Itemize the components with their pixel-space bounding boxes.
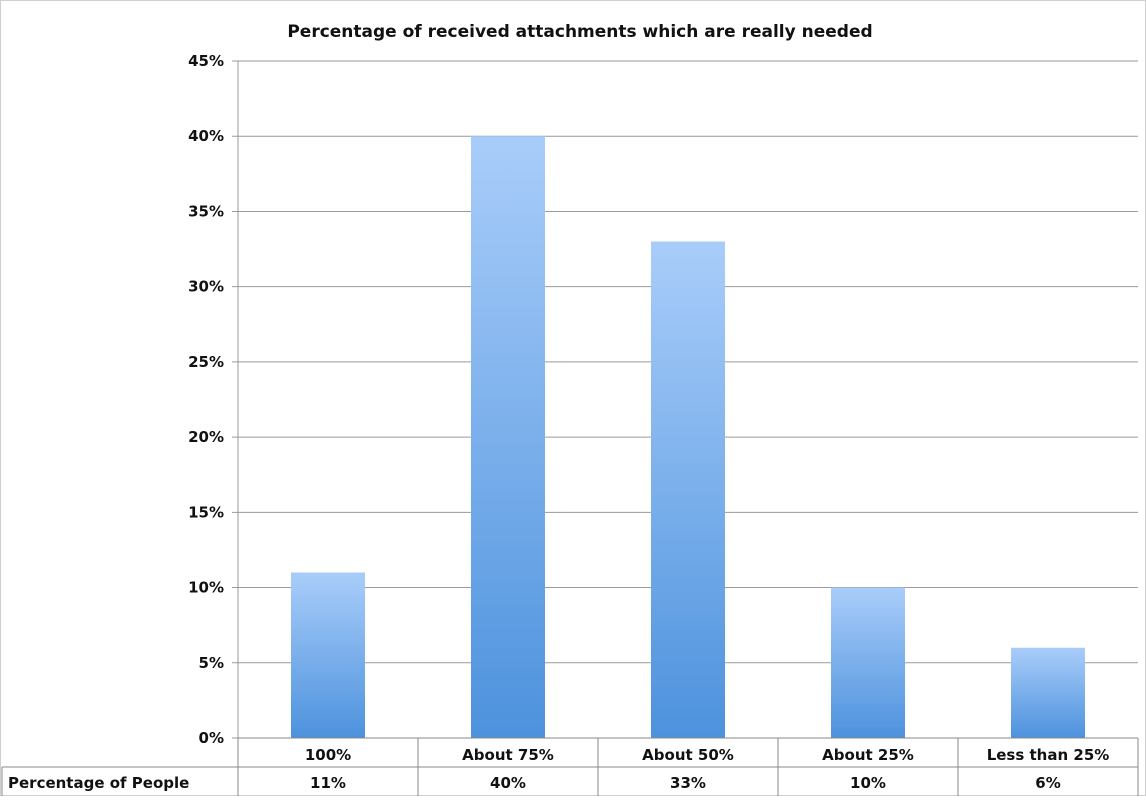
y-tick-label: 0% xyxy=(199,729,224,747)
x-category-label: Less than 25% xyxy=(987,746,1110,764)
y-tick-label: 15% xyxy=(188,503,224,521)
y-tick-label: 20% xyxy=(188,428,224,446)
y-tick-label: 5% xyxy=(199,654,224,672)
y-axis-tick-labels: 0% 5% 10% 15% 20% 25% 30% 35% 40% 45% xyxy=(188,52,224,747)
y-tick-label: 30% xyxy=(188,278,224,296)
x-category-label: About 25% xyxy=(822,746,914,764)
data-value-label: 6% xyxy=(1035,774,1060,792)
y-tick-label: 35% xyxy=(188,202,224,220)
bar xyxy=(471,136,545,738)
bar xyxy=(831,587,905,738)
data-value-label: 33% xyxy=(670,774,706,792)
bars xyxy=(291,136,1085,739)
data-value-label: 11% xyxy=(310,774,346,792)
x-category-label: About 75% xyxy=(462,746,554,764)
y-tick-label: 45% xyxy=(188,52,224,70)
data-value-label: 40% xyxy=(490,774,526,792)
y-tick-label: 40% xyxy=(188,127,224,145)
bar xyxy=(1011,647,1085,738)
x-category-label: About 50% xyxy=(642,746,734,764)
chart-title: Percentage of received attachments which… xyxy=(287,22,872,42)
x-category-label: 100% xyxy=(305,746,351,764)
y-tick-label: 10% xyxy=(188,579,224,597)
bar xyxy=(291,572,365,738)
y-tick-label: 25% xyxy=(188,353,224,371)
data-table: Percentage of People 100% 11% About 75% 40% A… xyxy=(1,737,1139,796)
bar xyxy=(651,241,725,739)
series-label: Percentage of People xyxy=(8,774,189,792)
data-value-label: 10% xyxy=(850,774,886,792)
